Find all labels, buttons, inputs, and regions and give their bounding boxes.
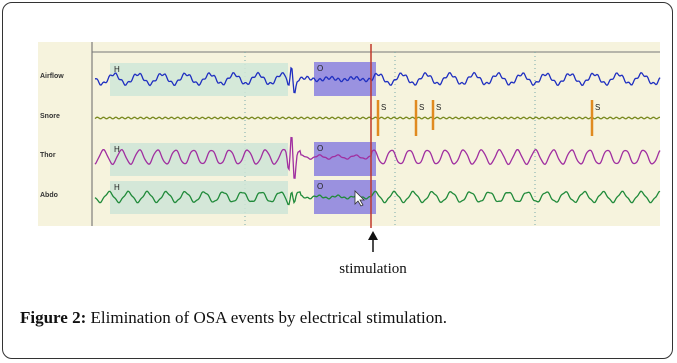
event-label: O <box>317 64 323 73</box>
channel-label: Airflow <box>40 73 64 80</box>
event-label: H <box>114 145 120 154</box>
channel-label: Snore <box>40 113 60 120</box>
caption-label: Figure 2: <box>20 308 86 327</box>
event-label: S <box>436 103 441 112</box>
caption: Figure 2: Elimination of OSA events by e… <box>20 308 447 328</box>
event-label: O <box>317 182 323 191</box>
arrow-head <box>368 231 378 240</box>
channel-label: Thor <box>40 152 56 159</box>
event-label: S <box>595 103 600 112</box>
event-label: O <box>317 144 323 153</box>
caption-text: Elimination of OSA events by electrical … <box>91 308 447 327</box>
event-label: H <box>114 65 120 74</box>
event-label: S <box>419 103 424 112</box>
event-label: S <box>381 103 386 112</box>
page: Airflow Snore Thor Abdo H H H O O O S S … <box>0 0 677 363</box>
event-label: H <box>114 183 120 192</box>
channel-label: Abdo <box>40 192 58 199</box>
annotation: stimulation <box>339 261 407 277</box>
